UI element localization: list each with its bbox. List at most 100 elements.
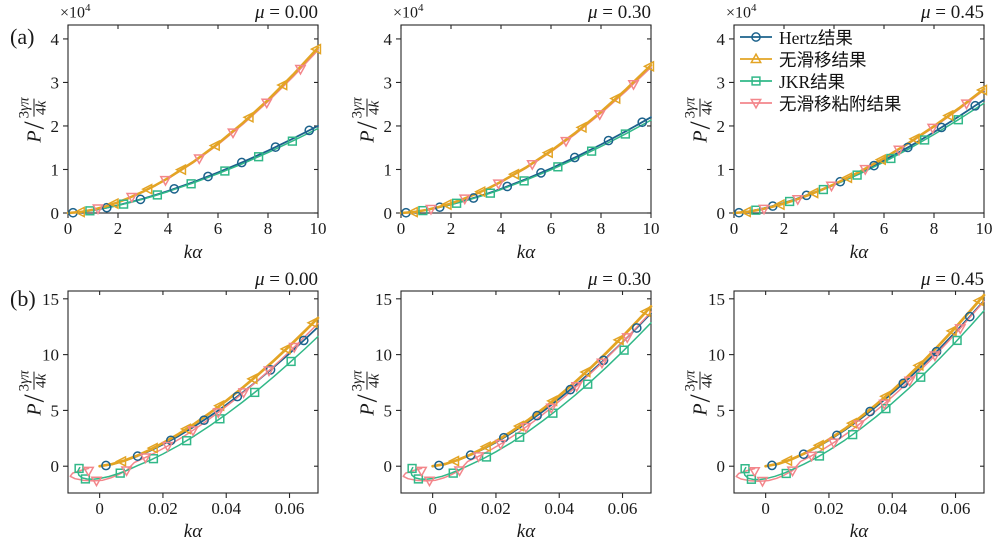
series-line [400, 116, 652, 214]
subplot-b-mu-0.30: 0 0.02 0.04 0.06 0 5 10 15 μ = 0.30 kα P/3γπ 4k [333, 269, 666, 542]
x-tick-label: 0.06 [608, 499, 638, 518]
series-line [764, 293, 986, 468]
y-tick-label: 5 [384, 401, 393, 420]
y-tick-label: 0 [51, 204, 60, 223]
marker-triangle-down [90, 476, 103, 488]
marker-square [152, 190, 163, 200]
marker-circle [898, 378, 909, 389]
marker-triangle-down [595, 358, 608, 370]
series-line [431, 305, 653, 468]
marker-square [619, 345, 629, 355]
marker-triangle-left [507, 168, 520, 180]
series-line [410, 322, 652, 481]
x-tick-label: 0.04 [877, 499, 907, 518]
x-tick-label: 0 [428, 499, 437, 518]
marker-triangle-down [893, 145, 905, 157]
marker-triangle-left [579, 366, 591, 378]
marker-circle [964, 311, 975, 322]
marker-triangle-down [494, 439, 507, 451]
marker-circle [468, 193, 479, 203]
marker-triangle-left [179, 423, 192, 435]
x-tick-label: 4 [164, 219, 173, 238]
legend-label: 无滑移粘附结果 [779, 93, 902, 114]
x-tick-label: 6 [214, 219, 223, 238]
marker-square [407, 463, 417, 474]
marker-triangle-down [472, 452, 485, 463]
plot-canvas-b3: 0 0.02 0.04 0.06 0 5 10 15 μ = 0.45 kα [708, 269, 986, 542]
legend-key-triangle-up-icon [740, 52, 772, 64]
marker-triangle-left [447, 455, 460, 467]
marker-square [220, 166, 230, 176]
y-tick-label: 2 [384, 117, 393, 136]
marker-circle [865, 406, 875, 417]
marker-triangle-left [546, 395, 558, 407]
x-tick-label: 0 [64, 219, 73, 238]
series-line [66, 46, 320, 215]
marker-circle [603, 135, 614, 146]
y-tick-label: 3 [717, 73, 726, 92]
marker-square [740, 464, 750, 474]
y-tick-label: 2 [717, 117, 726, 136]
marker-triangle-left [73, 206, 85, 218]
marker-triangle-left [879, 390, 891, 402]
marker-square [80, 474, 91, 484]
marker-triangle-left [279, 343, 291, 355]
marker-triangle-down [453, 466, 466, 477]
marker-triangle-left [642, 60, 655, 73]
plot-canvas-a3: 0 2 4 6 8 10 0 1 2 3 4 μ = 0.45 kα [717, 2, 993, 263]
marker-triangle-down [786, 466, 799, 478]
series-line [402, 311, 652, 482]
axes-box [400, 24, 652, 214]
marker-triangle-down [926, 123, 939, 135]
marker-square [286, 356, 296, 367]
x-tick-label: 10 [643, 219, 660, 238]
x-tick-label: 10 [976, 219, 993, 238]
series-line [69, 322, 319, 482]
marker-triangle-down [161, 441, 174, 453]
plot-canvas-a1: 0 2 4 6 8 10 0 1 2 3 4 μ = 0.00 kα [51, 2, 327, 263]
x-tick-label: 6 [547, 219, 556, 238]
marker-circle [936, 122, 947, 133]
subplot-a-mu-0.30: 0 2 4 6 8 10 0 1 2 3 4 μ = 0.30 kα ×104 P/3γπ 4k [333, 0, 666, 271]
x-tick-label: 0 [761, 499, 770, 518]
x-tick-label: 0.06 [941, 499, 971, 518]
legend-key-circle-icon [740, 32, 772, 42]
x-tick-label: 8 [930, 219, 939, 238]
exponent-base: ×10 [60, 4, 86, 22]
marker-square [74, 463, 84, 474]
marker-square [852, 170, 862, 180]
series-line [67, 49, 319, 214]
marker-triangle-down [227, 128, 239, 140]
series-line [67, 125, 319, 214]
subplot-b-mu-0.45: 0 0.02 0.04 0.06 0 5 10 15 μ = 0.45 kα P/3γπ 4k [666, 269, 999, 542]
y-tick-label: 4 [384, 30, 393, 49]
marker-triangle-down [423, 476, 436, 488]
x-tick-label: 2 [780, 219, 789, 238]
marker-triangle-down [212, 408, 225, 419]
marker-square [85, 206, 95, 216]
subplot-title: μ = 0.30 [587, 271, 651, 290]
marker-triangle-left [812, 439, 824, 451]
marker-triangle-left [479, 440, 491, 453]
marker-triangle-left [780, 454, 793, 467]
y-tick-label: 4 [717, 30, 726, 49]
marker-triangle-down [294, 64, 307, 76]
marker-triangle-down [859, 164, 872, 176]
marker-square [519, 176, 529, 186]
x-tick-label: 0.02 [481, 499, 511, 518]
marker-triangle-left [213, 399, 225, 412]
series-line [98, 316, 320, 468]
marker-triangle-left [107, 197, 119, 210]
marker-square [451, 198, 462, 208]
marker-triangle-left [975, 84, 988, 96]
marker-triangle-down [492, 179, 505, 191]
marker-square [916, 372, 926, 382]
marker-triangle-down [960, 99, 973, 111]
marker-square [620, 129, 631, 139]
marker-circle [298, 335, 309, 346]
series-line [732, 87, 986, 215]
y-tick-label: 10 [42, 346, 59, 365]
marker-triangle-left [609, 92, 621, 105]
marker-square [148, 454, 159, 464]
marker-triangle-left [141, 183, 153, 195]
